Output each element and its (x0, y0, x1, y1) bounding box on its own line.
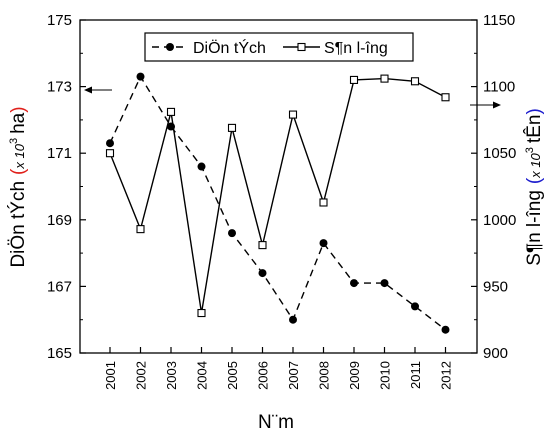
left-tick-label: 175 (47, 12, 72, 29)
x-tick-label: 2003 (164, 361, 179, 390)
x-tick-label: 2005 (225, 361, 240, 390)
right-axis-arrow-head (493, 101, 501, 109)
series-area-point (289, 315, 297, 324)
x-tick-label: 2009 (347, 361, 362, 390)
series-area-point (350, 279, 358, 288)
legend-production-label: S¶n l­-îng (324, 40, 388, 57)
series-production-point (319, 198, 328, 207)
right-axis-title: S¶n l­-îng (x 103 tÊn) (523, 108, 545, 266)
legend-area-label: DiÖn tÝch (193, 38, 266, 57)
right-axis-title-unit-sup: 3 (524, 147, 536, 153)
legend-box (144, 32, 414, 62)
right-tick-label: 1050 (483, 145, 516, 162)
x-tick-label: 2010 (378, 361, 393, 390)
right-tick-label: 1100 (483, 79, 515, 96)
left-axis-title-unit-close: ) (8, 106, 29, 112)
series-production-point (136, 225, 145, 234)
series-production-point (166, 107, 176, 116)
left-axis-title-unit-open: ( (8, 168, 29, 175)
series-production-point (258, 241, 267, 250)
series-production-line (109, 77, 446, 314)
series-area-point (106, 139, 114, 148)
series-production-point (288, 110, 298, 119)
x-tick-label: 2007 (286, 361, 301, 390)
left-tick-label: 167 (47, 278, 72, 295)
left-axis-title-unit-sup: 3 (8, 138, 20, 144)
left-tick-label: 171 (47, 145, 72, 162)
legend: DiÖn tÝch S¶n l­-îng (144, 32, 414, 62)
left-axis-arrow-head (84, 86, 92, 94)
x-tick-label: 2004 (195, 361, 210, 390)
series-production-point (380, 74, 389, 83)
series-area-point (319, 239, 328, 248)
legend-area-swatch-marker (166, 43, 174, 51)
series-area-point (197, 162, 206, 171)
right-tick-label: 950 (483, 278, 508, 295)
series-production-point (441, 93, 450, 102)
left-axis-title-main: DiÖn tÝch (8, 181, 29, 268)
right-axis-title-unit-x: x 10 (528, 152, 543, 178)
series-production-point (105, 149, 115, 158)
series-production-point (349, 75, 359, 84)
left-axis-title: DiÖn tÝch (x 103 ha) (8, 106, 29, 267)
series-area-point (441, 325, 450, 334)
series-area-point (228, 229, 236, 238)
legend-production-swatch-marker (297, 42, 306, 52)
left-tick-label: 169 (47, 212, 72, 229)
right-tick-label: 1000 (483, 212, 516, 229)
x-tick-label: 2011 (408, 361, 423, 389)
series-area-point (380, 279, 389, 288)
series (105, 72, 450, 334)
x-axis-title: N¨m (258, 412, 294, 433)
plot-frame (79, 19, 478, 354)
series-production-point (197, 308, 206, 318)
left-tick-label: 173 (47, 79, 72, 96)
right-axis-title-unit-close: ) (524, 108, 545, 114)
right-tick-label: 1150 (483, 12, 515, 29)
x-tick-label: 2008 (317, 361, 332, 390)
series-production-point (227, 123, 237, 132)
right-tick-label: 900 (483, 345, 508, 362)
series-area-point (136, 72, 145, 81)
axes: 165 167 169 171 173 175 900 950 1000 1050 1100 1150… (47, 12, 516, 390)
left-tick-label: 165 (47, 345, 72, 362)
right-axis-title-unit-open: ( (524, 177, 545, 184)
series-area-line (109, 75, 446, 331)
series-production-point (410, 77, 420, 86)
x-tick-label: 2001 (103, 361, 118, 390)
x-tick-label: 2012 (439, 361, 454, 390)
left-axis-title-unit-x: x 10 (12, 143, 27, 169)
x-tick-label: 2006 (256, 361, 271, 390)
series-area-point (411, 302, 419, 311)
x-tick-label: 2002 (134, 361, 149, 390)
series-area-point (258, 269, 267, 278)
right-axis-title-main: S¶n l­-îng (524, 190, 545, 266)
left-axis-title-unit-end: ha (8, 112, 29, 134)
right-axis-title-unit-end: tÊn (523, 115, 545, 144)
